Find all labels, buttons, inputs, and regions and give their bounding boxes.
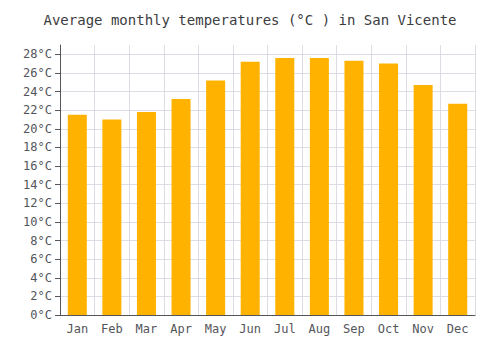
svg-text:Jul: Jul <box>274 322 296 336</box>
svg-text:Sep: Sep <box>343 322 365 336</box>
svg-text:28°C: 28°C <box>23 47 52 61</box>
svg-text:14°C: 14°C <box>23 178 52 192</box>
svg-text:Mar: Mar <box>136 322 158 336</box>
svg-text:24°C: 24°C <box>23 85 52 99</box>
svg-text:22°C: 22°C <box>23 103 52 117</box>
svg-text:26°C: 26°C <box>23 66 52 80</box>
svg-text:Dec: Dec <box>447 322 469 336</box>
svg-text:May: May <box>205 322 227 336</box>
svg-text:10°C: 10°C <box>23 215 52 229</box>
svg-text:Jun: Jun <box>239 322 261 336</box>
svg-text:Jan: Jan <box>66 322 88 336</box>
svg-text:Aug: Aug <box>309 322 331 336</box>
svg-text:Feb: Feb <box>101 322 123 336</box>
svg-text:20°C: 20°C <box>23 122 52 136</box>
svg-text:0°C: 0°C <box>30 308 52 322</box>
svg-text:Apr: Apr <box>170 322 192 336</box>
svg-text:4°C: 4°C <box>30 271 52 285</box>
svg-text:2°C: 2°C <box>30 289 52 303</box>
svg-text:8°C: 8°C <box>30 234 52 248</box>
svg-text:6°C: 6°C <box>30 252 52 266</box>
svg-text:18°C: 18°C <box>23 140 52 154</box>
svg-text:16°C: 16°C <box>23 159 52 173</box>
svg-text:12°C: 12°C <box>23 196 52 210</box>
svg-text:Oct: Oct <box>378 322 400 336</box>
svg-text:Average monthly temperatures (: Average monthly temperatures (°C ) in Sa… <box>43 12 456 28</box>
svg-text:Nov: Nov <box>412 322 434 336</box>
